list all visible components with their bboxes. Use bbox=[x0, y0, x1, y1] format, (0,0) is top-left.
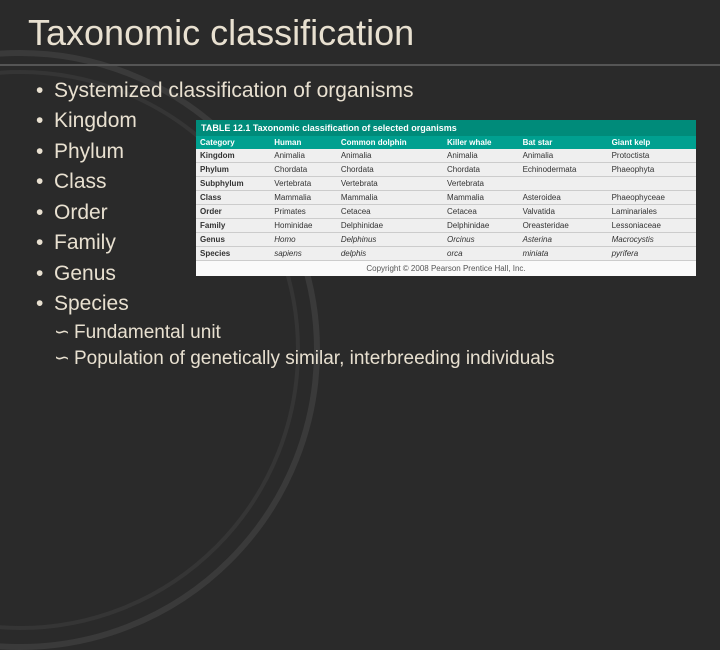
table-cell: Mammalia bbox=[337, 191, 443, 205]
table-cell: Animalia bbox=[519, 149, 608, 163]
table-row: OrderPrimatesCetaceaCetaceaValvatidaLami… bbox=[196, 205, 696, 219]
taxonomy-table: TABLE 12.1 Taxonomic classification of s… bbox=[196, 120, 696, 276]
table-cell: Mammalia bbox=[443, 191, 519, 205]
table-cell: Species bbox=[196, 247, 270, 261]
table-cell: Oreasteridae bbox=[519, 219, 608, 233]
table-cell: Chordata bbox=[443, 163, 519, 177]
table-cell: Vertebrata bbox=[337, 177, 443, 191]
table-cell: sapiens bbox=[270, 247, 337, 261]
table-cell: Phylum bbox=[196, 163, 270, 177]
table-cell: Animalia bbox=[270, 149, 337, 163]
bullet-item: Systemized classification of organisms bbox=[36, 76, 720, 106]
table-cell bbox=[608, 177, 696, 191]
table-cell: Phaeophyceae bbox=[608, 191, 696, 205]
table-cell: Delphinidae bbox=[443, 219, 519, 233]
table-cell: delphis bbox=[337, 247, 443, 261]
sub-bullet-item: Population of genetically similar, inter… bbox=[36, 346, 656, 373]
table-cell: Vertebrata bbox=[270, 177, 337, 191]
sub-bullet-list: Fundamental unitPopulation of geneticall… bbox=[36, 320, 720, 373]
table-cell: Asterina bbox=[519, 233, 608, 247]
table-cell: Macrocystis bbox=[608, 233, 696, 247]
slide-title: Taxonomic classification bbox=[0, 0, 720, 66]
table-cell: Asteroidea bbox=[519, 191, 608, 205]
table-cell: Valvatida bbox=[519, 205, 608, 219]
table-column-header: Category bbox=[196, 136, 270, 149]
table-cell: Delphinus bbox=[337, 233, 443, 247]
table-body: CategoryHumanCommon dolphinKiller whaleB… bbox=[196, 136, 696, 261]
table-cell: Phaeophyta bbox=[608, 163, 696, 177]
table-cell: Animalia bbox=[337, 149, 443, 163]
table-column-header: Giant kelp bbox=[608, 136, 696, 149]
table-cell: Class bbox=[196, 191, 270, 205]
table-cell: Laminariales bbox=[608, 205, 696, 219]
table-cell: miniata bbox=[519, 247, 608, 261]
table-cell: Homo bbox=[270, 233, 337, 247]
table-cell: Lessoniaceae bbox=[608, 219, 696, 233]
table-cell bbox=[519, 177, 608, 191]
table-row: GenusHomoDelphinusOrcinusAsterinaMacrocy… bbox=[196, 233, 696, 247]
table-row: Speciessapiensdelphisorcaminiatapyrifera bbox=[196, 247, 696, 261]
table-cell: Protoctista bbox=[608, 149, 696, 163]
table-cell: Primates bbox=[270, 205, 337, 219]
table-cell: pyrifera bbox=[608, 247, 696, 261]
table-cell: Cetacea bbox=[337, 205, 443, 219]
table-cell: Family bbox=[196, 219, 270, 233]
table-column-header: Killer whale bbox=[443, 136, 519, 149]
table-cell: Cetacea bbox=[443, 205, 519, 219]
table-cell: Vertebrata bbox=[443, 177, 519, 191]
table-cell: Order bbox=[196, 205, 270, 219]
table-row: KingdomAnimaliaAnimaliaAnimaliaAnimaliaP… bbox=[196, 149, 696, 163]
table-cell: Chordata bbox=[270, 163, 337, 177]
table-row: PhylumChordataChordataChordataEchinoderm… bbox=[196, 163, 696, 177]
sub-bullet-item: Fundamental unit bbox=[36, 320, 656, 347]
table-cell: orca bbox=[443, 247, 519, 261]
table-row: SubphylumVertebrataVertebrataVertebrata bbox=[196, 177, 696, 191]
table-copyright: Copyright © 2008 Pearson Prentice Hall, … bbox=[196, 261, 696, 276]
table-column-header: Human bbox=[270, 136, 337, 149]
bullet-item: Species bbox=[36, 289, 720, 319]
table-column-header: Bat star bbox=[519, 136, 608, 149]
table-cell: Hominidae bbox=[270, 219, 337, 233]
table-cell: Kingdom bbox=[196, 149, 270, 163]
table-cell: Chordata bbox=[337, 163, 443, 177]
table-cell: Subphylum bbox=[196, 177, 270, 191]
table-row: FamilyHominidaeDelphinidaeDelphinidaeOre… bbox=[196, 219, 696, 233]
table-column-header: Common dolphin bbox=[337, 136, 443, 149]
table-row: ClassMammaliaMammaliaMammaliaAsteroideaP… bbox=[196, 191, 696, 205]
table-cell: Delphinidae bbox=[337, 219, 443, 233]
table-title: TABLE 12.1 Taxonomic classification of s… bbox=[196, 120, 696, 136]
table-cell: Orcinus bbox=[443, 233, 519, 247]
table-cell: Genus bbox=[196, 233, 270, 247]
table-cell: Mammalia bbox=[270, 191, 337, 205]
table-cell: Animalia bbox=[443, 149, 519, 163]
table-cell: Echinodermata bbox=[519, 163, 608, 177]
